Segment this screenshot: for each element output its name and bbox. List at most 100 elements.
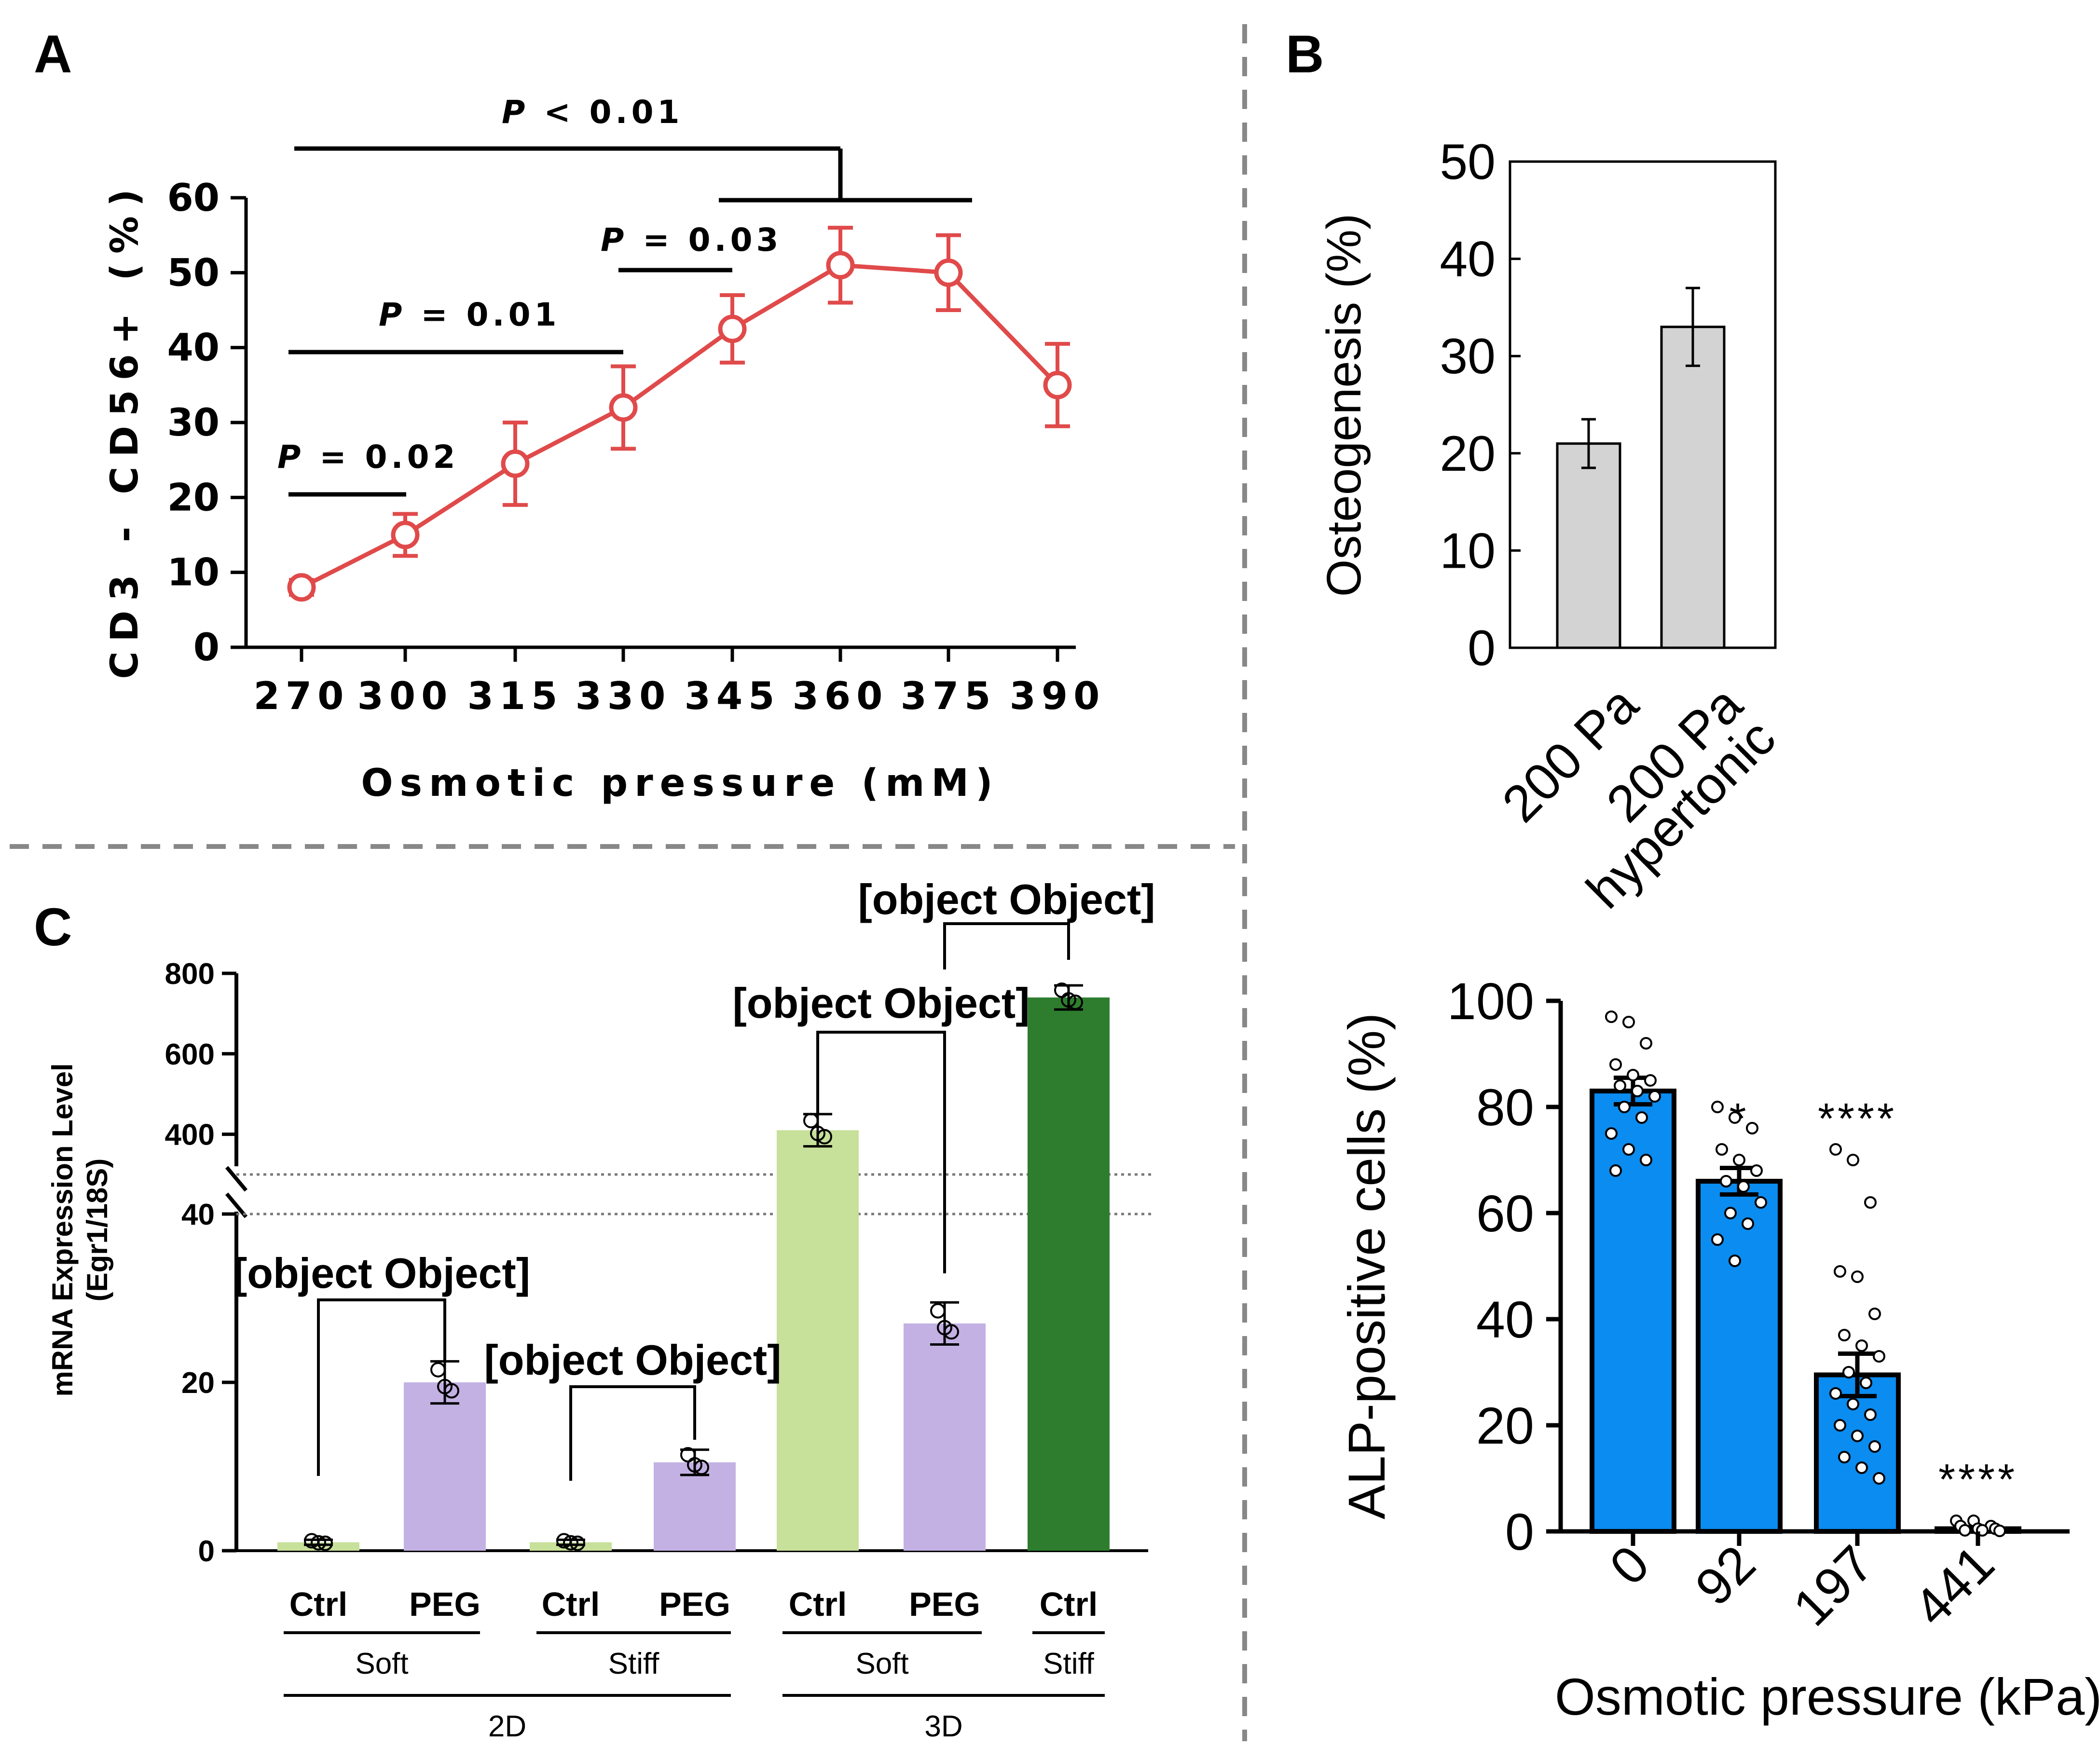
b-bottom-data-point xyxy=(1873,1472,1885,1485)
c-bar xyxy=(1028,997,1110,1551)
b-bottom-data-point xyxy=(1605,1127,1618,1140)
chart-c: 0 20 40 400 600 800 [object Object] [object Ob… xyxy=(46,875,1155,1743)
a-data-point xyxy=(934,258,963,287)
b-bottom-data-point xyxy=(1851,1270,1864,1283)
b-bottom-data-point xyxy=(1864,1408,1877,1421)
a-y-tick-label: 10 xyxy=(167,551,220,595)
b-bottom-y-tick-label: 40 xyxy=(1476,1290,1534,1349)
c-significance-bracket xyxy=(317,1298,446,1476)
c-y-tick-label: 40 xyxy=(181,1198,215,1231)
panel-label-b: B xyxy=(1286,25,1324,84)
a-series-line xyxy=(300,263,1059,589)
b-bottom-data-point xyxy=(1873,1350,1885,1363)
b-top-plot-frame xyxy=(1509,160,1777,649)
c-bar xyxy=(777,1130,859,1551)
c-y-tick-label: 400 xyxy=(165,1119,215,1152)
b-bottom-data-point xyxy=(1609,1058,1622,1071)
chart-a: 0 10 20 30 40 50 60 270 300 315 330 345 360 375 390 P… xyxy=(103,94,1106,805)
b-bottom-data-point xyxy=(1742,1217,1754,1230)
b-bottom-data-point xyxy=(1640,1154,1652,1166)
c-replicate-point xyxy=(563,1535,578,1551)
panel-label-a: A xyxy=(34,25,72,84)
b-bottom-data-point xyxy=(1635,1111,1648,1124)
b-bottom-data-point xyxy=(1847,1398,1859,1410)
b-bottom-data-point xyxy=(1755,1196,1767,1209)
b-bottom-data-point xyxy=(1618,1101,1631,1113)
a-y-tick-label: 0 xyxy=(193,626,220,669)
c-replicate-point xyxy=(570,1535,585,1551)
c-replicate-point xyxy=(694,1460,709,1475)
b-bottom-data-point xyxy=(1627,1069,1639,1081)
b-bottom-data-point xyxy=(1644,1074,1657,1087)
b-bottom-data-point xyxy=(1622,1143,1635,1156)
b-bottom-y-tick-label: 80 xyxy=(1476,1078,1534,1136)
a-data-point xyxy=(718,314,747,343)
c-replicate-point xyxy=(803,1113,819,1129)
a-x-axis-label: Osmotic pressure (mM) xyxy=(361,762,999,805)
b-top-y-tick-label: 30 xyxy=(1440,328,1496,384)
b-bottom-data-point xyxy=(1868,1308,1881,1320)
c-significance-bracket xyxy=(569,1385,696,1481)
c-group-label: 2D xyxy=(488,1710,526,1743)
b-bottom-data-point xyxy=(1648,1090,1661,1103)
b-bottom-data-point xyxy=(1631,1085,1644,1097)
b-bottom-data-point xyxy=(1733,1154,1745,1166)
a-p-value: P = 0.01 xyxy=(379,296,560,333)
b-bottom-data-point xyxy=(1729,1255,1741,1267)
c-group-label: Stiff xyxy=(608,1647,659,1680)
a-y-axis-label: CD3 - CD56+ (%) xyxy=(103,179,147,679)
b-bottom-data-point xyxy=(1640,1037,1652,1050)
a-x-tick-label: 330 xyxy=(576,675,672,718)
b-bottom-x-axis-label: Osmotic pressure (kPa) xyxy=(1555,1667,2100,1726)
c-x-tick-label: PEG xyxy=(659,1585,730,1623)
a-y-tick-label: 50 xyxy=(167,251,220,295)
b-bottom-data-point xyxy=(1605,1010,1618,1023)
c-y-tick-label: 600 xyxy=(165,1038,215,1071)
a-y-tick-label: 60 xyxy=(167,177,220,220)
a-y-tick-label: 40 xyxy=(167,327,220,370)
c-significance-bracket xyxy=(816,1031,946,1273)
b-bottom-bar xyxy=(1814,1372,1901,1534)
c-y-tick-label: 0 xyxy=(198,1535,215,1568)
b-bottom-data-point xyxy=(1720,1175,1732,1187)
a-x-tick-label: 390 xyxy=(1010,675,1106,718)
b-bottom-data-point xyxy=(1716,1143,1728,1156)
b-bottom-bar xyxy=(1590,1089,1676,1534)
b-bottom-x-tick-label: 92 xyxy=(1684,1534,1767,1617)
a-p-value: P = 0.03 xyxy=(601,221,782,259)
b-bottom-data-point xyxy=(1614,1079,1626,1092)
panel-label-c: C xyxy=(34,898,72,957)
b-bottom-data-point xyxy=(1729,1111,1741,1124)
c-x-tick-label: Ctrl xyxy=(542,1585,600,1623)
b-bottom-data-point xyxy=(1838,1451,1851,1463)
b-bottom-bar xyxy=(1696,1179,1783,1534)
b-bottom-data-point xyxy=(1829,1387,1842,1400)
a-x-tick-label: 375 xyxy=(901,675,997,718)
b-bottom-x-tick-label: 0 xyxy=(1598,1534,1660,1596)
c-replicate-point xyxy=(1061,992,1076,1008)
b-bottom-y-tick-label: 0 xyxy=(1505,1502,1534,1561)
a-data-point xyxy=(826,251,855,280)
b-bottom-data-point xyxy=(1851,1430,1864,1442)
a-y-tick-label: 20 xyxy=(167,476,220,519)
b-top-y-tick-label: 20 xyxy=(1440,426,1496,482)
b-bottom-data-point xyxy=(1750,1164,1763,1177)
b-bottom-data-point xyxy=(1622,1016,1635,1028)
c-replicate-point xyxy=(937,1320,952,1336)
b-bottom-data-point xyxy=(1609,1164,1622,1177)
b-bottom-data-point xyxy=(1842,1366,1855,1378)
b-bottom-x-tick-label: 441 xyxy=(1902,1534,2005,1637)
c-group-label: 3D xyxy=(924,1710,962,1743)
a-x-tick-label: 300 xyxy=(357,675,453,718)
b-bottom-data-point xyxy=(1724,1207,1737,1219)
b-bottom-y-tick-label: 100 xyxy=(1447,972,1534,1030)
c-bar xyxy=(654,1462,736,1551)
a-data-point xyxy=(501,449,530,478)
b-bottom-data-point xyxy=(1711,1233,1724,1246)
c-replicate-point xyxy=(810,1125,825,1141)
b-bottom-y-tick-label: 60 xyxy=(1476,1184,1534,1242)
c-bar xyxy=(404,1382,486,1551)
a-p-value: P < 0.01 xyxy=(502,94,683,131)
